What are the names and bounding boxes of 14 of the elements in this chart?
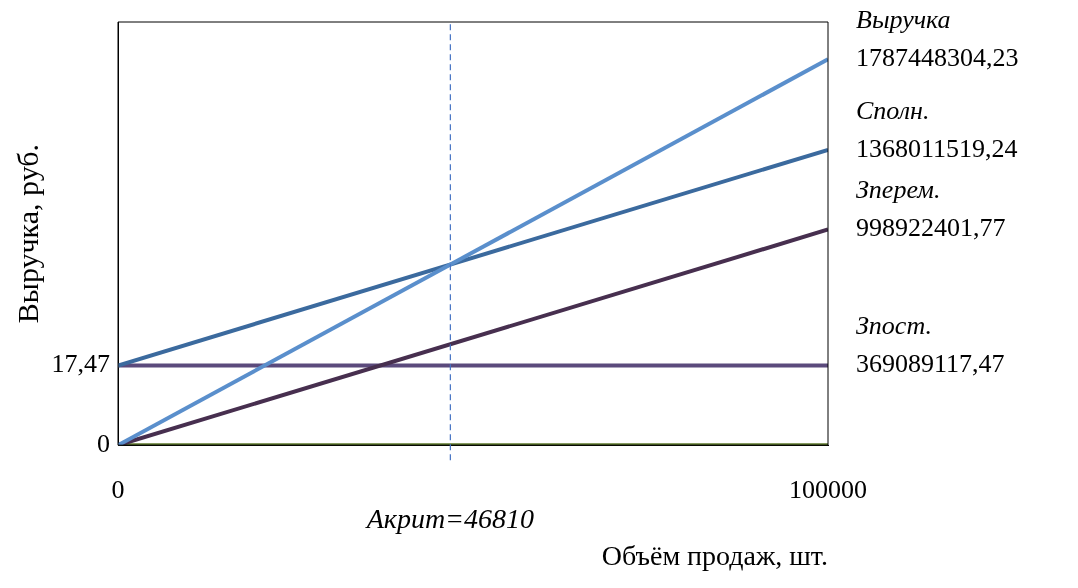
annotation: 0 (97, 429, 110, 459)
annotation: 17,47 (51, 349, 110, 379)
series-label: Зпост. (856, 311, 933, 341)
y-axis-title: Выручка, руб. (10, 143, 44, 324)
series-label: Выручка (856, 5, 951, 35)
data-label: 369089117,47 (856, 349, 1005, 379)
data-label: 998922401,77 (856, 213, 1006, 243)
series-label: Зперем. (856, 175, 941, 205)
ref-line-label: Акрит=46810 (364, 502, 535, 534)
x-axis-title: Объём продаж, шт. (601, 539, 828, 571)
data-label: 1787448304,23 (856, 43, 1019, 73)
x-tick-label: 100000 (789, 474, 867, 504)
data-label: 1368011519,24 (856, 133, 1018, 163)
series-label: Сполн. (856, 95, 930, 125)
